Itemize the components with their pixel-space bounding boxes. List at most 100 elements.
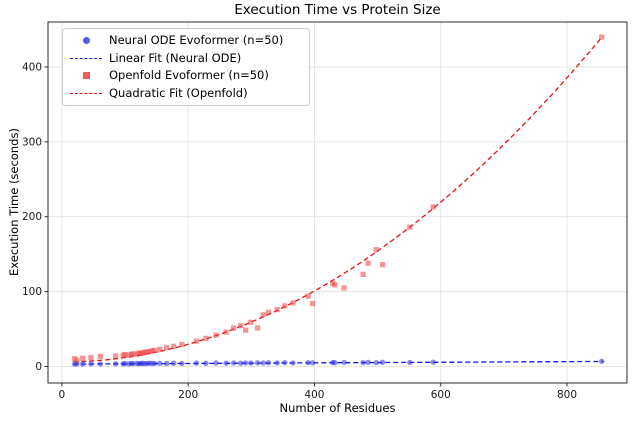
scatter-point-openfold xyxy=(223,329,229,335)
x-axis-label: Number of Residues xyxy=(279,401,396,415)
scatter-point-openfold xyxy=(243,327,249,333)
legend-label: Quadratic Fit (Openfold) xyxy=(109,85,248,100)
scatter-point-neural-ode xyxy=(179,360,185,367)
scatter-point-neural-ode xyxy=(230,360,237,366)
red-square-marker-icon xyxy=(82,72,90,80)
scatter-point-neural-ode xyxy=(248,360,254,366)
scatter-point-neural-ode xyxy=(213,360,219,366)
x-tick-label: 800 xyxy=(557,389,577,401)
scatter-point-neural-ode xyxy=(260,360,266,366)
x-tick-label: 0 xyxy=(59,389,66,401)
legend-label: Neural ODE Evoformer (n=50) xyxy=(109,33,284,47)
scatter-point-openfold xyxy=(332,282,338,288)
x-tick-label: 400 xyxy=(304,389,324,401)
legend-item-linear-fit: Linear Fit (Neural ODE) xyxy=(63,52,309,65)
scatter-point-neural-ode xyxy=(223,360,229,366)
scatter-point-neural-ode xyxy=(379,359,386,365)
scatter-point-neural-ode xyxy=(309,360,316,366)
scatter-point-neural-ode xyxy=(157,360,163,366)
legend-marker-cell xyxy=(63,72,109,80)
scatter-point-openfold xyxy=(260,312,266,318)
y-tick-label: 200 xyxy=(22,211,42,223)
legend-item-quadratic-fit: Quadratic Fit (Openfold) xyxy=(63,85,309,100)
scatter-point-neural-ode xyxy=(112,361,119,367)
scatter-point-openfold xyxy=(171,343,177,349)
scatter-point-openfold xyxy=(365,260,371,266)
scatter-point-openfold xyxy=(193,338,199,344)
scatter-point-openfold xyxy=(130,351,136,357)
scatter-point-neural-ode xyxy=(373,359,379,366)
scatter-point-openfold xyxy=(305,293,311,299)
scatter-point-openfold xyxy=(164,344,170,350)
scatter-point-openfold xyxy=(430,204,436,210)
scatter-point-neural-ode xyxy=(170,360,177,366)
scatter-point-openfold xyxy=(380,262,386,268)
y-tick-label: 300 xyxy=(22,136,42,148)
scatter-point-openfold xyxy=(157,346,163,352)
scatter-point-neural-ode xyxy=(290,360,296,366)
scatter-point-neural-ode xyxy=(341,359,347,366)
legend: Neural ODE Evoformer (n=50) Linear Fit (… xyxy=(62,28,310,106)
scatter-point-openfold xyxy=(88,354,94,361)
chart-title: Execution Time vs Protein Size xyxy=(234,2,441,18)
legend-marker-cell xyxy=(63,37,109,45)
scatter-point-openfold xyxy=(238,323,244,329)
scatter-point-neural-ode xyxy=(365,359,371,365)
scatter-point-openfold xyxy=(152,347,158,353)
legend-marker-cell xyxy=(63,92,109,94)
legend-marker-cell xyxy=(63,57,109,59)
blue-dot-marker-icon xyxy=(82,37,90,45)
scatter-point-openfold xyxy=(265,309,271,315)
scatter-point-openfold xyxy=(203,335,209,341)
scatter-point-openfold xyxy=(599,34,605,40)
scatter-point-neural-ode xyxy=(193,360,200,366)
y-tick-label: 100 xyxy=(22,286,42,298)
scatter-point-openfold xyxy=(248,319,254,325)
scatter-point-openfold xyxy=(74,357,80,363)
scatter-point-openfold xyxy=(179,341,185,347)
scatter-point-openfold xyxy=(290,300,296,306)
scatter-point-openfold xyxy=(373,247,379,253)
scatter-point-openfold xyxy=(231,325,237,331)
y-tick-label: 0 xyxy=(35,361,42,373)
scatter-point-neural-ode xyxy=(254,360,261,366)
legend-item-openfold: Openfold Evoformer (n=50) xyxy=(63,68,309,82)
scatter-point-openfold xyxy=(80,355,86,361)
scatter-point-neural-ode xyxy=(152,360,158,367)
scatter-point-neural-ode xyxy=(237,360,244,366)
y-tick-label: 400 xyxy=(22,61,42,73)
scatter-point-neural-ode xyxy=(282,359,288,366)
scatter-point-neural-ode xyxy=(130,360,136,367)
plot-border xyxy=(47,21,628,384)
scatter-point-neural-ode xyxy=(203,360,209,366)
scatter-point-neural-ode xyxy=(265,360,272,366)
scatter-point-neural-ode xyxy=(407,359,413,366)
scatter-point-neural-ode xyxy=(97,361,104,367)
scatter-point-openfold xyxy=(122,351,128,358)
y-axis-label: Execution Time (seconds) xyxy=(7,128,21,276)
scatter-point-openfold xyxy=(97,353,103,359)
scatter-point-neural-ode xyxy=(332,360,338,366)
scatter-point-openfold xyxy=(341,285,347,291)
scatter-point-neural-ode xyxy=(80,361,86,367)
scatter-point-openfold xyxy=(360,271,366,277)
red-dashed-line-icon xyxy=(70,92,102,94)
legend-item-neural-ode: Neural ODE Evoformer (n=50) xyxy=(63,33,309,47)
scatter-point-openfold xyxy=(282,303,288,309)
blue-dashed-line-icon xyxy=(70,57,102,59)
scatter-point-neural-ode xyxy=(274,360,280,366)
scatter-point-neural-ode xyxy=(164,360,170,367)
scatter-point-openfold xyxy=(407,224,413,230)
scatter-point-openfold xyxy=(255,325,261,331)
scatter-point-openfold xyxy=(274,307,280,313)
scatter-point-neural-ode xyxy=(360,359,366,366)
x-tick-label: 600 xyxy=(431,389,451,401)
scatter-point-neural-ode xyxy=(305,359,311,366)
legend-label: Openfold Evoformer (n=50) xyxy=(109,68,269,82)
scatter-point-neural-ode xyxy=(242,360,249,366)
x-tick-label: 200 xyxy=(178,389,198,401)
scatter-point-neural-ode xyxy=(430,359,436,365)
scatter-point-openfold xyxy=(113,353,119,359)
